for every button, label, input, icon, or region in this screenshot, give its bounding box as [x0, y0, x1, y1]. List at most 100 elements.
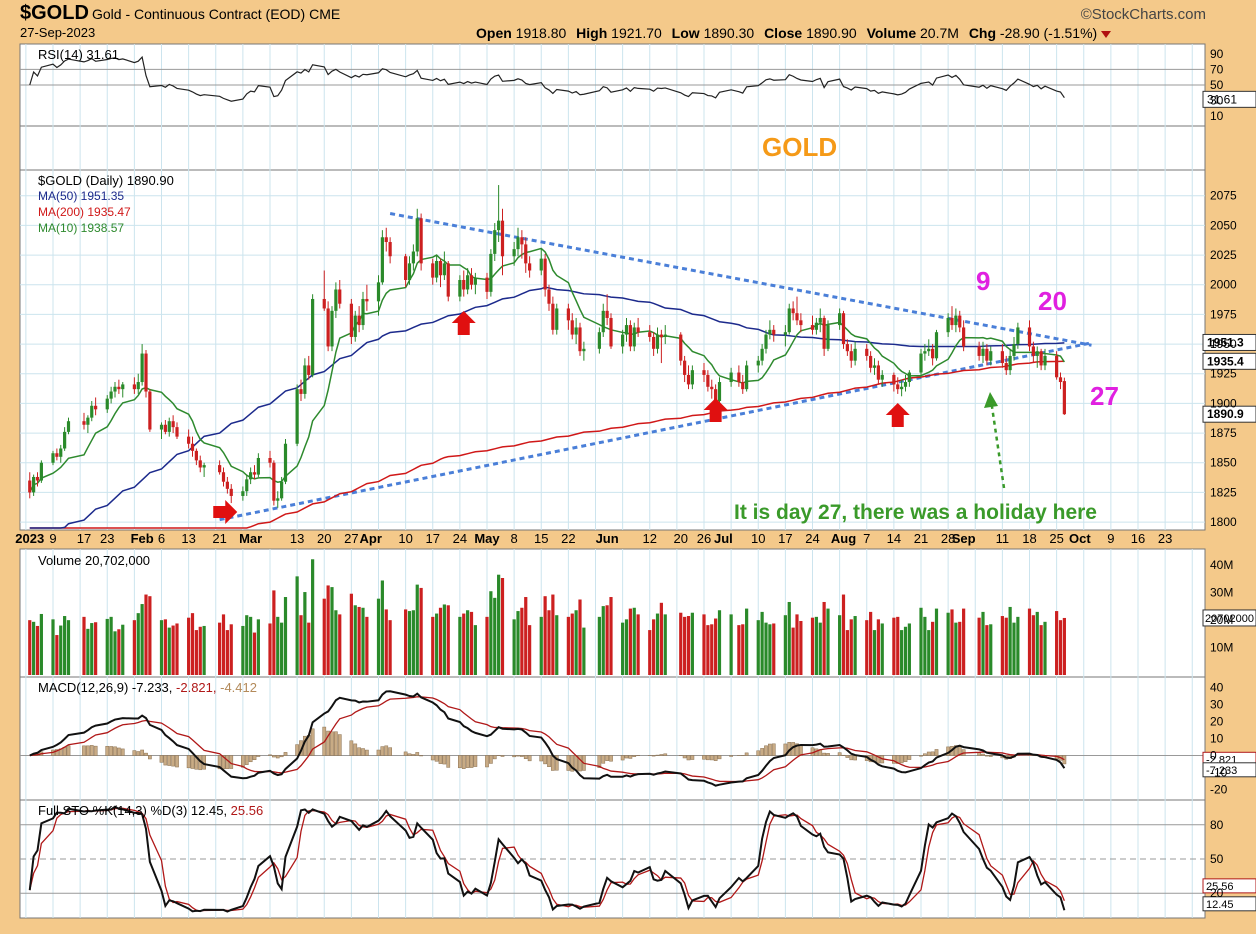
- candle-body: [880, 374, 884, 380]
- price-tick-label: 2050: [1210, 218, 1237, 232]
- volume-bar: [927, 630, 931, 675]
- gold-annotation: GOLD: [762, 132, 837, 162]
- macd-histogram-bar: [709, 755, 714, 761]
- macd-last-tag-bg: [1202, 762, 1256, 778]
- candle-body: [853, 348, 857, 361]
- candle-body: [198, 460, 202, 468]
- macd-histogram-bar: [330, 731, 334, 756]
- macd-histogram-bar: [923, 753, 927, 756]
- volume-bar: [710, 624, 714, 675]
- macd-histogram-bar: [620, 755, 625, 761]
- price-tick-label: 1950: [1210, 337, 1237, 351]
- up-arrow-icon: [885, 403, 910, 427]
- x-tick-label: 20: [317, 531, 331, 546]
- macd-histogram-bar: [713, 755, 718, 761]
- x-tick-label: 10: [398, 531, 412, 546]
- candle-body: [353, 315, 357, 337]
- rsi-label: RSI(14) 31.61: [38, 47, 119, 62]
- price-tick-label: 2025: [1210, 248, 1237, 262]
- x-tick-label: 16: [1131, 531, 1145, 546]
- macd-histogram-bar: [361, 748, 365, 756]
- candle-body: [109, 391, 113, 399]
- volume-bar: [338, 614, 342, 675]
- volume-bar: [946, 612, 950, 675]
- macd-histogram-bar: [822, 752, 826, 756]
- candle-body: [605, 310, 609, 318]
- lower-trendline: [219, 341, 1092, 522]
- volume-bar: [516, 611, 520, 675]
- macd-histogram-bar: [93, 745, 98, 756]
- candle-body: [163, 424, 167, 432]
- x-tick-label: 17: [77, 531, 91, 546]
- volume-bar: [822, 601, 826, 675]
- volume-bar: [1058, 620, 1063, 675]
- volume-bar: [578, 599, 582, 675]
- candle-body: [814, 322, 818, 330]
- candle-body: [272, 462, 276, 501]
- volume-bar: [636, 614, 640, 675]
- macd-histogram-bar: [977, 752, 981, 756]
- volume-bar: [880, 623, 884, 675]
- candle-body: [283, 443, 288, 482]
- volume-bar: [349, 593, 353, 675]
- volume-bar: [469, 611, 474, 675]
- candle-body: [493, 230, 497, 254]
- candle-body: [136, 382, 140, 390]
- volume-tick-label: 20M: [1210, 613, 1233, 627]
- volume-bar: [330, 587, 334, 675]
- candle-body: [683, 360, 687, 375]
- volume-bar: [357, 606, 361, 675]
- macd-histogram-bar: [337, 734, 342, 756]
- macd-histogram-bar: [221, 755, 226, 770]
- volume-bar: [82, 616, 86, 675]
- candle-body: [311, 298, 315, 375]
- brand-logo: ©StockCharts.com: [1080, 6, 1206, 23]
- volume-bar: [632, 607, 636, 675]
- close-tag: 1890.9: [1207, 407, 1244, 421]
- volume-bar: [311, 559, 315, 675]
- x-tick-label: 11: [996, 531, 1010, 546]
- price-tick-label: 1850: [1210, 456, 1237, 470]
- price-tick-label: 1825: [1210, 485, 1237, 499]
- x-tick-label: 15: [534, 531, 548, 546]
- volume-bar: [845, 630, 849, 675]
- macd-histogram-bar: [82, 745, 86, 756]
- volume-bar: [512, 619, 516, 675]
- volume-bar: [655, 613, 660, 675]
- x-tick-label: 21: [212, 531, 226, 546]
- volume-bar: [919, 607, 923, 675]
- candle-body: [462, 279, 466, 290]
- volume-bar: [950, 609, 954, 675]
- macd-histogram-bar: [89, 745, 94, 756]
- up-arrow-icon: [451, 311, 476, 335]
- candle-body: [249, 472, 253, 480]
- volume-bar: [268, 623, 272, 675]
- volume-bar: [621, 622, 625, 675]
- volume-bar: [404, 609, 408, 675]
- candle-body: [485, 277, 489, 292]
- macd-histogram-bar: [62, 746, 67, 756]
- volume-bar: [159, 620, 164, 675]
- sto-tick-label: 80: [1210, 818, 1224, 832]
- rsi-tick-label: 50: [1210, 78, 1224, 92]
- candle-body: [872, 365, 877, 368]
- volume-bar: [190, 613, 195, 675]
- price-legend-main: $GOLD (Daily) 1890.90: [38, 173, 174, 188]
- volume-bar: [295, 576, 299, 675]
- macd-histogram-bar: [415, 752, 420, 756]
- candle-body: [376, 282, 381, 302]
- macd-histogram-bar: [376, 749, 381, 756]
- macd-histogram-bar: [159, 755, 164, 763]
- x-tick-label: 9: [49, 531, 56, 546]
- holiday-arrow-line: [989, 399, 1006, 489]
- macd-histogram-bar: [365, 749, 369, 756]
- x-tick-label: 17: [778, 531, 792, 546]
- volume-bar: [280, 622, 284, 675]
- macd-histogram-bar: [601, 755, 606, 764]
- candle-body: [655, 334, 660, 349]
- volume-bar: [1000, 616, 1004, 675]
- macd-histogram-bar: [140, 749, 144, 756]
- candle-body: [175, 427, 179, 437]
- candle-body: [66, 421, 71, 432]
- candle-body: [582, 348, 586, 352]
